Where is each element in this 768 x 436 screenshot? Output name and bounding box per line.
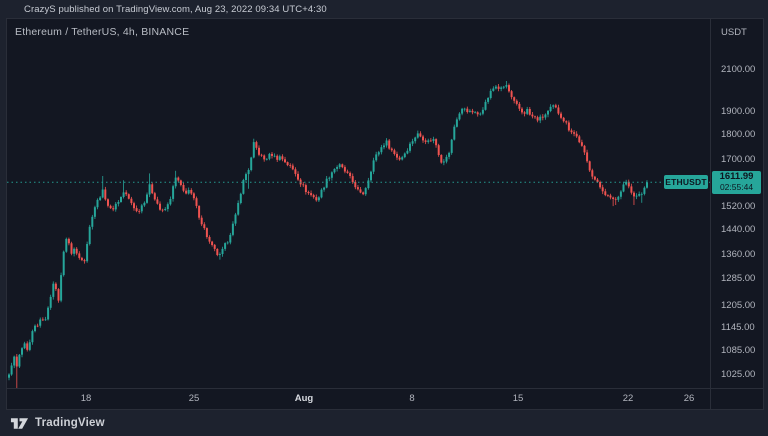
tradingview-wordmark[interactable]: TradingView	[35, 417, 105, 429]
price-tick: 1085.00	[721, 345, 756, 356]
price-axis[interactable]: USDT 1611.99 02:55:44 2100.00 1900.00 1800…	[710, 19, 763, 409]
price-tick: 1700.00	[721, 154, 756, 165]
price-tick: 1205.00	[721, 300, 756, 311]
time-tick: 8	[409, 393, 415, 404]
price-tick: 1440.00	[721, 224, 756, 235]
price-tick: 1360.00	[721, 249, 756, 260]
watermark-bar: TradingView	[0, 410, 768, 436]
price-tick: 2100.00	[721, 64, 756, 75]
price-tick: 1145.00	[721, 322, 755, 333]
price-tick: 1900.00	[721, 106, 756, 117]
tradingview-logo-icon[interactable]	[10, 416, 29, 431]
time-tick: 18	[80, 393, 92, 404]
time-axis[interactable]: 18 25 Aug 8 15 22 26	[7, 388, 763, 409]
time-tick: 22	[622, 393, 634, 404]
plot-area[interactable]: Ethereum / TetherUS, 4h, BINANCE ETHUSDT	[7, 19, 710, 388]
price-badge-countdown: 02:55:44	[719, 182, 754, 193]
time-tick: Aug	[294, 393, 314, 404]
price-tick: 1025.00	[721, 369, 756, 380]
time-tick: 26	[683, 393, 695, 404]
chart-title: Ethereum / TetherUS, 4h, BINANCE	[15, 26, 190, 38]
axis-unit-label: USDT	[721, 27, 747, 38]
price-tick: 1520.00	[721, 201, 756, 212]
chart-frame: Ethereum / TetherUS, 4h, BINANCE ETHUSDT…	[6, 18, 764, 410]
price-tick: 1800.00	[721, 129, 756, 140]
time-tick: 25	[188, 393, 200, 404]
published-text: CrazyS published on TradingView.com, Aug…	[24, 3, 327, 15]
price-tick: 1285.00	[721, 273, 756, 284]
time-tick: 15	[512, 393, 524, 404]
price-badge-value: 1611.99	[719, 171, 754, 183]
candles-svg	[7, 81, 710, 388]
current-price-badge: 1611.99 02:55:44	[712, 171, 761, 194]
published-bar: CrazyS published on TradingView.com, Aug…	[0, 0, 768, 18]
symbol-price-label: ETHUSDT	[664, 175, 708, 189]
